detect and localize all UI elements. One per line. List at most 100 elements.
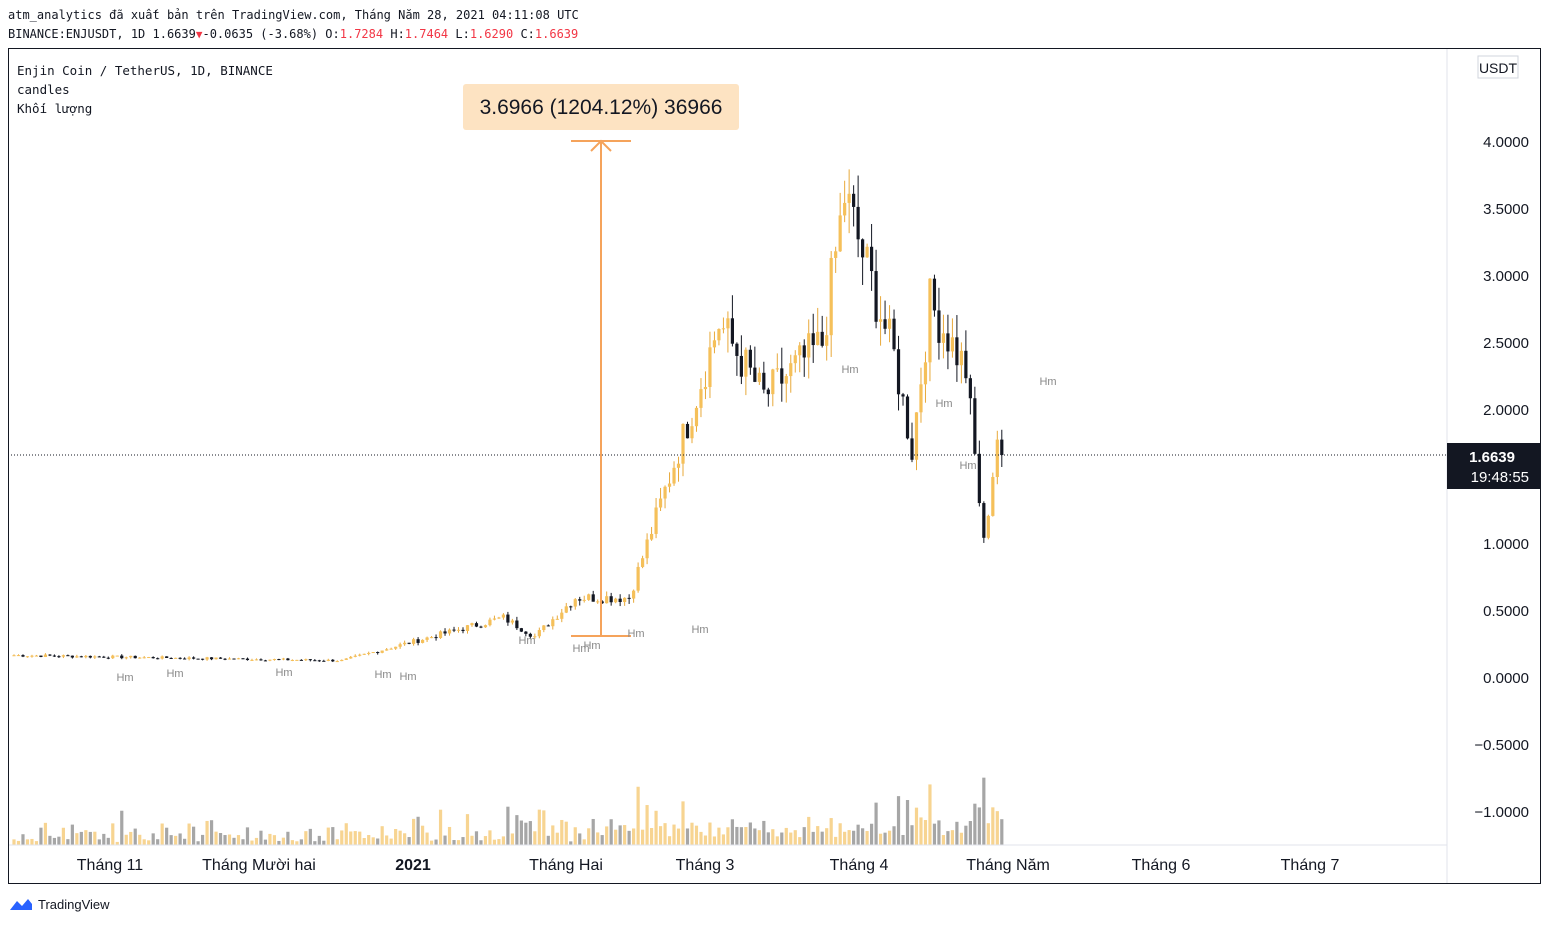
volume-bar bbox=[591, 818, 595, 845]
candle-body bbox=[16, 655, 21, 657]
volume-bar bbox=[358, 831, 362, 845]
candle-body bbox=[605, 596, 609, 604]
candle-body bbox=[546, 625, 550, 627]
candle-body bbox=[959, 350, 963, 366]
hm-annotation: Hm bbox=[935, 398, 952, 410]
volume-bar bbox=[982, 777, 986, 845]
currency-badge[interactable] bbox=[1477, 55, 1519, 79]
candle-body bbox=[394, 646, 398, 649]
candle-body bbox=[223, 658, 227, 660]
volume-bar bbox=[524, 822, 528, 845]
volume-bar bbox=[497, 839, 501, 845]
volume-bar bbox=[79, 831, 83, 845]
volume-bar bbox=[43, 822, 48, 845]
candle-body bbox=[690, 426, 694, 439]
volume-bar bbox=[829, 818, 833, 845]
close-value: 1.6639 bbox=[534, 27, 579, 41]
volume-bar bbox=[367, 835, 371, 845]
volume-bar bbox=[964, 825, 968, 845]
measure-tool[interactable]: 3.6966 (1204.12%) 36966 bbox=[463, 84, 739, 637]
candle-body bbox=[587, 594, 591, 600]
candle-body bbox=[501, 614, 506, 618]
volume-bar bbox=[461, 837, 465, 845]
candle-body bbox=[412, 639, 416, 644]
footer-brand[interactable]: TradingView bbox=[8, 896, 110, 912]
candle-body bbox=[434, 637, 438, 639]
candle-body bbox=[874, 271, 878, 322]
candle-body bbox=[932, 278, 937, 311]
candle-body bbox=[649, 533, 654, 540]
volume-bar bbox=[30, 838, 34, 845]
candle-body bbox=[479, 626, 483, 628]
volume-bar bbox=[286, 831, 290, 845]
volume-bar bbox=[649, 828, 654, 845]
volume-bar bbox=[16, 840, 21, 845]
tradingview-logo-icon bbox=[10, 899, 32, 910]
volume-bar bbox=[596, 832, 600, 845]
candle-body bbox=[93, 656, 97, 658]
candle-body bbox=[187, 657, 191, 660]
volume-bar bbox=[156, 839, 160, 845]
volume-bar bbox=[416, 816, 420, 845]
volume-bar bbox=[385, 835, 389, 845]
candle-body bbox=[1000, 439, 1004, 456]
y-tick-label: −0.5000 bbox=[1474, 737, 1529, 754]
price-chart[interactable]: 3.6966 (1204.12%) 36966 Hm Hm Hm Hm HmHmHmHm… bbox=[8, 48, 1541, 884]
y-tick-label: 3.5000 bbox=[1483, 201, 1529, 218]
volume-bar bbox=[874, 802, 878, 845]
volume-bar bbox=[901, 834, 905, 845]
publish-info: atm_analytics đã xuất bản trên TradingVi… bbox=[8, 8, 579, 22]
volume-bar bbox=[560, 819, 564, 845]
candle-body bbox=[843, 202, 847, 216]
volume-bar bbox=[694, 825, 699, 845]
candle-body bbox=[48, 654, 52, 656]
candle-body bbox=[241, 658, 245, 660]
volume-bar bbox=[447, 826, 452, 845]
volume-bar bbox=[735, 826, 739, 845]
candle-body bbox=[277, 659, 281, 661]
candle-body bbox=[420, 639, 425, 643]
y-tick-label: 1.0000 bbox=[1483, 536, 1529, 553]
price-axis[interactable]: 4.00003.50003.00002.50002.00001.50001.00… bbox=[1474, 134, 1529, 821]
time-axis[interactable]: Tháng 11 Tháng Mười hai 2021 Tháng Hai Tháng… bbox=[77, 857, 1340, 874]
candle-body bbox=[358, 654, 362, 656]
candle-body bbox=[52, 655, 57, 657]
candle-body bbox=[995, 439, 999, 478]
candle-body bbox=[506, 614, 510, 623]
volume-bar bbox=[609, 819, 613, 845]
candle-body bbox=[474, 623, 479, 627]
candle-body bbox=[632, 590, 636, 599]
candle-body bbox=[326, 659, 330, 661]
volume-bar bbox=[546, 835, 550, 845]
volume-bar bbox=[519, 820, 523, 845]
candle-body bbox=[614, 598, 618, 603]
candle-body bbox=[672, 467, 676, 484]
close-label: C: bbox=[520, 27, 535, 41]
x-axis-label: Tháng 11 bbox=[77, 857, 144, 874]
candle-body bbox=[295, 659, 299, 661]
candle-body bbox=[600, 601, 604, 604]
volume-bar bbox=[811, 831, 815, 845]
candle-body bbox=[281, 658, 285, 660]
volume-bar bbox=[726, 827, 730, 845]
volume-bar bbox=[717, 827, 721, 845]
candle-body bbox=[362, 653, 366, 655]
last-price-tag bbox=[1447, 443, 1541, 489]
volume-bar bbox=[259, 830, 263, 845]
candle-body bbox=[596, 601, 600, 603]
candle-body bbox=[861, 239, 865, 258]
candle-body bbox=[744, 349, 748, 377]
volume-bar bbox=[254, 837, 259, 845]
candle-body bbox=[192, 657, 196, 659]
volume-bar bbox=[263, 839, 268, 845]
legend-title: Enjin Coin / TetherUS, 1D, BINANCE bbox=[17, 63, 273, 78]
candle-body bbox=[730, 318, 734, 344]
volume-bar bbox=[932, 823, 937, 845]
candle-body bbox=[816, 331, 820, 346]
candle-body bbox=[124, 657, 128, 659]
low-label: L: bbox=[455, 27, 470, 41]
volume-bar bbox=[798, 837, 802, 845]
volume-bar bbox=[793, 830, 797, 845]
volume-bar bbox=[753, 828, 757, 845]
candle-body bbox=[245, 658, 250, 661]
